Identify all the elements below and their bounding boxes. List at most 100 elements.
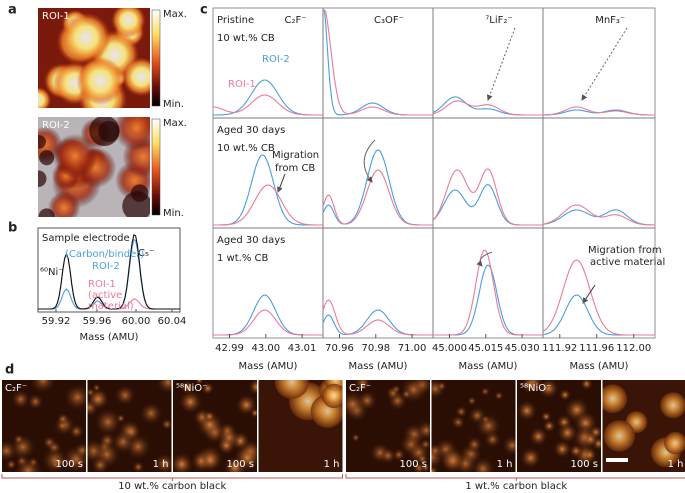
spectrum [542,209,656,226]
speckle [114,384,136,406]
speckle [13,434,25,445]
speckle [558,388,572,401]
x-tick-label: 111.96 [579,343,614,354]
x-tick-label: 43.00 [251,343,280,354]
arrow [581,27,628,101]
bracket [1,474,343,481]
x-axis-label: Mass (AMU) [459,361,518,372]
annotation: from CB [275,163,315,174]
speckle [436,381,447,391]
speckle [63,383,86,411]
speckle [502,435,516,456]
x-axis-label: Mass (AMU) [349,361,408,372]
particle [602,384,628,414]
speckle [29,380,57,394]
arrow [277,173,286,193]
speckle [517,400,538,422]
time-label: 1 h [153,459,169,470]
speckle [132,461,145,472]
speckle [178,389,203,414]
row-label: Aged 30 days [217,125,285,136]
speckle [416,420,430,441]
x-tick-label: 45.030 [505,343,540,354]
plot-frame [37,227,181,313]
time-label: 100 s [227,459,254,470]
speckle [553,439,572,459]
speckle [201,382,215,395]
spectrum [433,264,543,336]
micrograph-detail [346,380,430,472]
x-tick-label: 59.96 [83,316,112,327]
time-label: 1 h [497,459,513,470]
cell-frame [432,227,544,339]
speckle [195,380,204,385]
blob [130,184,149,202]
x-tick-label: 42.99 [215,343,244,354]
time-label: 100 s [400,459,427,470]
micrograph-detail [602,384,685,468]
time-label: 100 s [571,459,598,470]
spectrum [433,249,543,336]
spectrum [322,309,433,336]
speckle [223,456,247,472]
speckle [466,436,483,453]
particle [660,392,685,419]
spectrum [323,9,433,116]
peak-label: ⁶⁰Ni⁻ [40,267,64,278]
speckle [583,448,596,461]
spectrum [542,204,655,226]
cell-frame [432,117,544,229]
legend-roi1: ROI-1 [88,279,116,290]
speckle [248,380,257,396]
annotation: active material [590,257,665,268]
speckle [538,380,559,399]
roi-title: ROI-1 [42,11,70,22]
blob [76,57,125,105]
row-label: 10 wt.% CB [217,33,275,44]
arrow [363,139,376,183]
x-tick-label: 112.00 [616,343,651,354]
speckle [153,452,172,472]
time-label: 100 s [56,459,83,470]
annotation: Migration [272,150,319,161]
speckle [412,461,426,472]
speckle [494,391,504,401]
x-tick-label: 59.92 [42,316,71,327]
x-tick-label: 71.00 [398,343,427,354]
speckle [569,444,584,458]
blob [113,117,150,151]
ion-label: ⁷LiF₂⁻ [485,15,512,26]
panel-label: b [8,221,17,236]
spectrum [38,233,180,310]
arrow [582,284,596,304]
arrow [486,27,516,101]
speckle [216,436,236,455]
ion-label: MnF₃⁻ [595,15,625,26]
time-label: 1 h [324,459,340,470]
speckle [14,456,43,472]
spectrum [543,106,655,116]
speckle [351,433,360,442]
x-tick-label: 45.000 [432,343,467,354]
speckle [346,390,366,418]
particle [321,383,343,409]
speckle [73,442,86,459]
bracket [345,474,685,481]
blob [47,191,81,217]
colorbar-min: Min. [163,208,184,219]
arrow [476,251,493,267]
spectrum [213,184,323,226]
blob [39,150,55,166]
speckle [385,385,401,401]
panel-label: a [8,3,17,18]
speckle [41,447,69,472]
roi-title: ROI-2 [42,120,70,131]
ion-label: ⁵⁸NiO⁻ [520,383,551,394]
speckle [203,410,216,423]
legend-roi2: ROI-2 [92,261,120,272]
x-tick-label: 60.04 [158,316,187,327]
blob [89,117,120,146]
speckle [11,389,31,409]
micrograph-detail [431,380,516,472]
